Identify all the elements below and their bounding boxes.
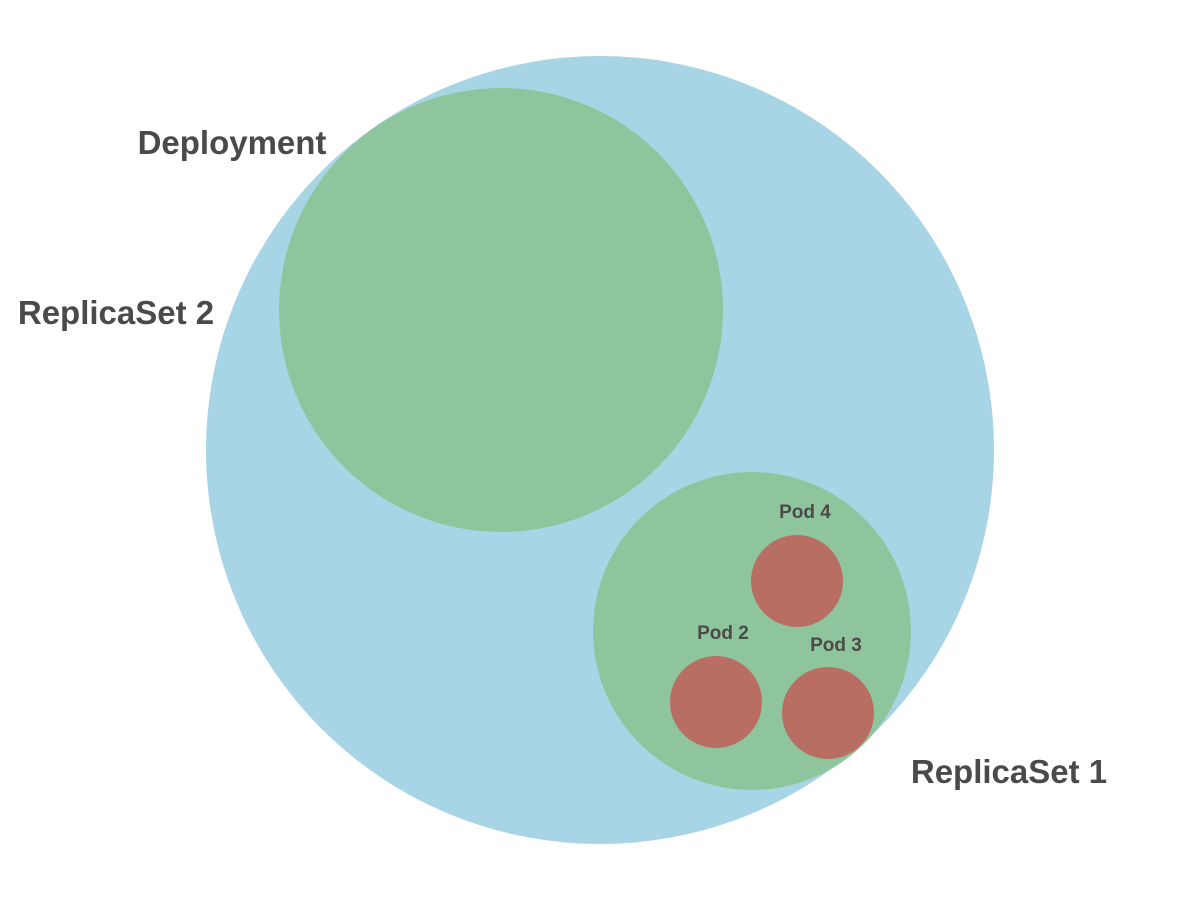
pod-2-label: Pod 2 (697, 623, 749, 644)
pod-3-circle (782, 667, 874, 759)
deployment-label: Deployment (138, 124, 327, 161)
pod-3-label: Pod 3 (810, 635, 862, 656)
pod-2-circle (670, 656, 762, 748)
pod-4-circle (751, 535, 843, 627)
replicaset-2-label: ReplicaSet 2 (18, 294, 214, 331)
replicaset-2-circle (279, 88, 723, 532)
replicaset-1-label: ReplicaSet 1 (911, 753, 1107, 790)
pod-4-label: Pod 4 (779, 502, 831, 523)
